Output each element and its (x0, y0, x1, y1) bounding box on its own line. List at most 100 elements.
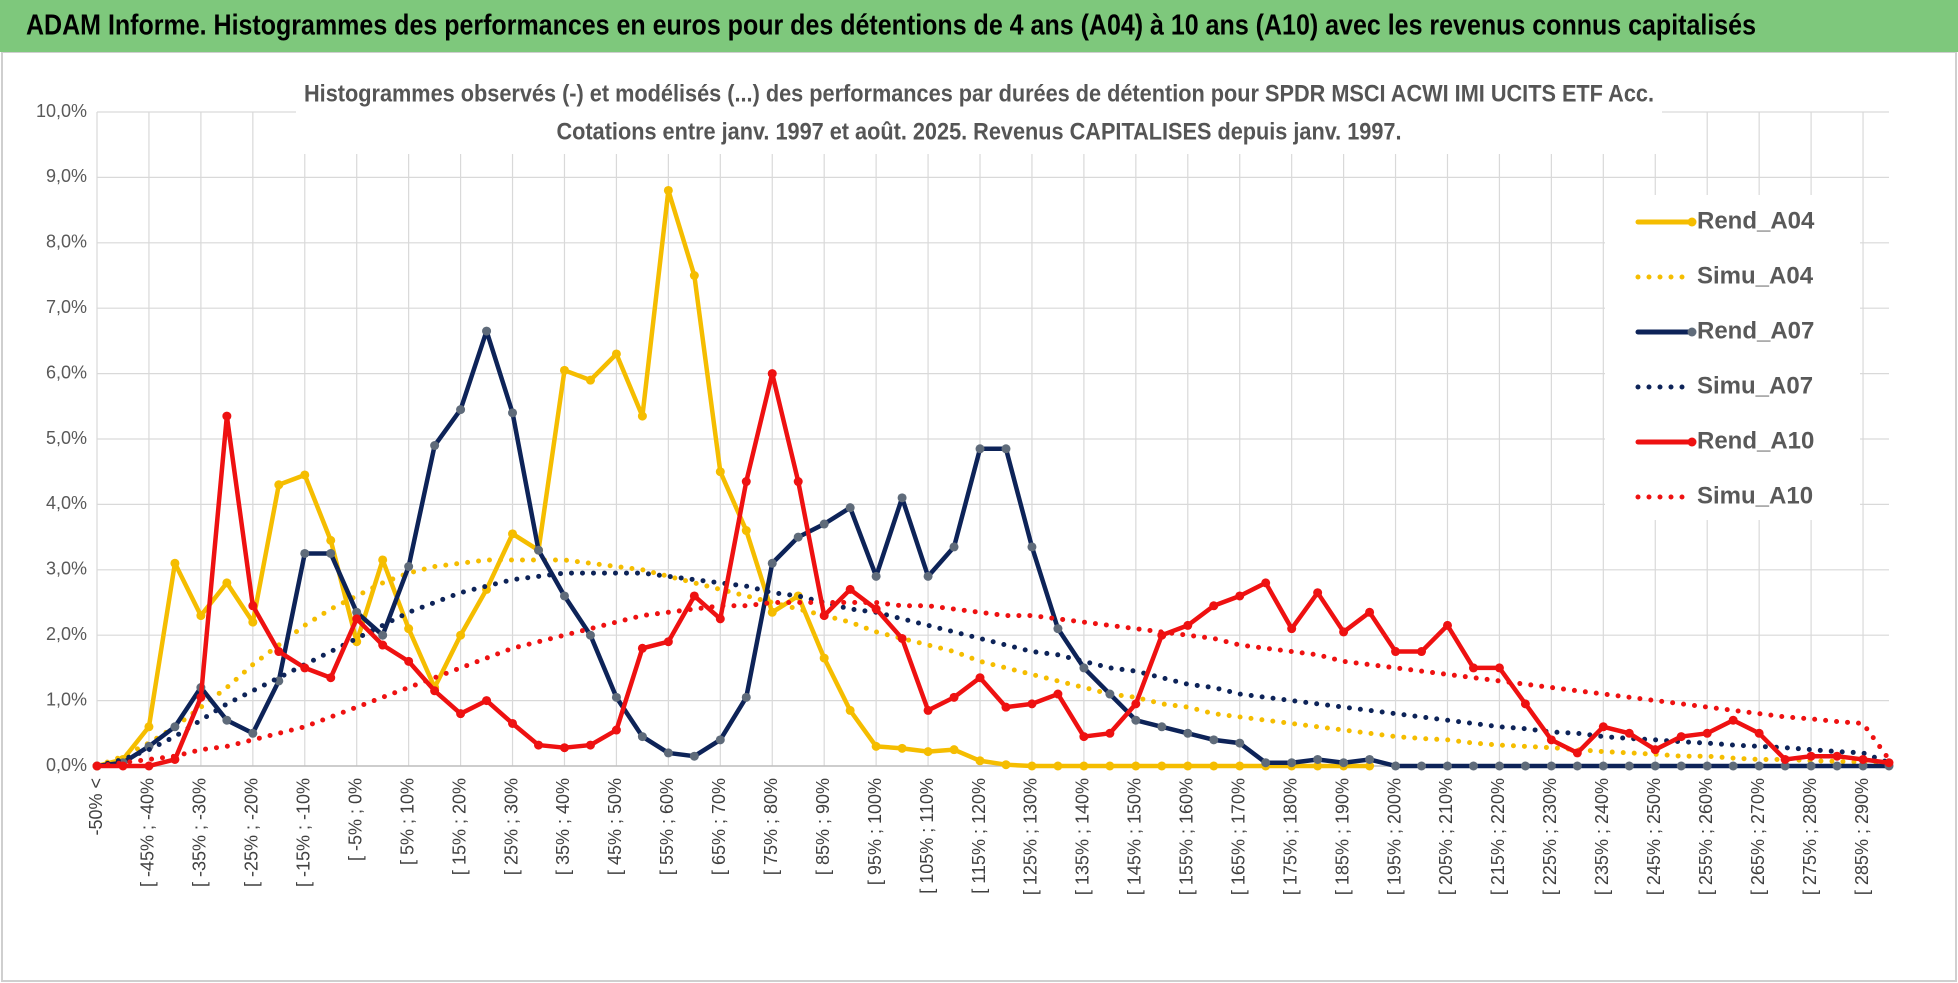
marker (1183, 761, 1193, 771)
marker (222, 411, 232, 421)
x-tick-label: [ 175% ; 180% (1280, 778, 1300, 895)
marker (871, 571, 881, 581)
x-tick-label: [ 285% ; 290% (1852, 778, 1872, 895)
marker (1001, 444, 1011, 454)
marker (975, 444, 985, 454)
marker (1313, 761, 1323, 771)
marker (1858, 761, 1868, 771)
marker (689, 751, 699, 761)
marker (456, 709, 466, 719)
legend-label: Rend_A04 (1697, 207, 1815, 234)
marker (274, 676, 284, 686)
marker (326, 548, 336, 558)
marker (378, 640, 388, 650)
marker (1235, 738, 1245, 748)
marker (1494, 761, 1504, 771)
y-tick-label: 0,0% (46, 755, 87, 775)
marker (585, 375, 595, 385)
x-tick-label: [ 135% ; 140% (1073, 778, 1093, 895)
marker (248, 728, 258, 738)
marker (585, 630, 595, 640)
marker (1494, 663, 1504, 673)
marker (663, 748, 673, 758)
marker (715, 467, 725, 477)
marker (663, 185, 673, 195)
marker (741, 692, 751, 702)
observed-line (94, 371, 1892, 769)
marker (1157, 722, 1167, 732)
marker (559, 365, 569, 375)
title-box (296, 78, 1662, 154)
marker (1027, 542, 1037, 552)
marker (1391, 647, 1401, 657)
x-tick-label: [ 85% ; 90% (813, 778, 833, 875)
marker (1832, 761, 1842, 771)
marker (248, 617, 258, 627)
marker (1572, 748, 1582, 758)
x-tick-label: [ 245% ; 250% (1644, 778, 1664, 895)
marker (1442, 620, 1452, 630)
marker (222, 578, 232, 588)
x-tick-label: -50% < (86, 778, 106, 836)
marker (482, 326, 492, 336)
marker (1806, 751, 1816, 761)
marker (1053, 624, 1063, 634)
x-tick-label: [ 185% ; 190% (1332, 778, 1352, 895)
marker (767, 607, 777, 617)
marker (222, 715, 232, 725)
marker (326, 673, 336, 683)
marker (1261, 578, 1271, 588)
legend-marker (1687, 437, 1697, 447)
marker (611, 692, 621, 702)
marker (663, 637, 673, 647)
x-tick-label: [ 65% ; 70% (709, 778, 729, 875)
marker (897, 743, 907, 753)
marker (1754, 728, 1764, 738)
marker (1780, 754, 1790, 764)
x-tick-label: [ 55% ; 60% (657, 778, 677, 875)
marker (1105, 761, 1115, 771)
marker (456, 405, 466, 415)
marker (845, 503, 855, 513)
marker (1157, 761, 1167, 771)
x-tick-label: [ 225% ; 230% (1540, 778, 1560, 895)
x-tick-label: [ 95% ; 100% (865, 778, 885, 885)
marker (508, 718, 518, 728)
marker (637, 643, 647, 653)
y-tick-label: 6,0% (46, 362, 87, 382)
marker (196, 611, 206, 621)
marker (1287, 624, 1297, 634)
marker (975, 756, 985, 766)
marker (819, 611, 829, 621)
marker (534, 740, 544, 750)
x-tick-label: [ 215% ; 220% (1488, 778, 1508, 895)
marker (1313, 588, 1323, 598)
x-tick-label: [ 165% ; 170% (1228, 778, 1248, 895)
marker (1806, 761, 1816, 771)
marker (1209, 601, 1219, 611)
header-title: ADAM Informe. Histogrammes des performan… (26, 10, 1756, 42)
x-tick-label: [ -5% ; 0% (345, 778, 365, 861)
marker (1546, 761, 1556, 771)
marker (975, 673, 985, 683)
marker (196, 692, 206, 702)
marker (715, 614, 725, 624)
marker (1027, 761, 1037, 771)
marker (585, 740, 595, 750)
marker (923, 747, 933, 757)
marker (767, 369, 777, 379)
marker (170, 722, 180, 732)
marker (1131, 715, 1141, 725)
model-line (94, 570, 1892, 769)
marker (300, 470, 310, 480)
marker (1780, 761, 1790, 771)
marker (170, 558, 180, 568)
y-tick-label: 9,0% (46, 166, 87, 186)
legend-marker (1687, 217, 1697, 227)
marker (1261, 758, 1271, 768)
model-line (94, 557, 1892, 769)
marker (1598, 722, 1608, 732)
marker (378, 555, 388, 565)
marker (611, 725, 621, 735)
